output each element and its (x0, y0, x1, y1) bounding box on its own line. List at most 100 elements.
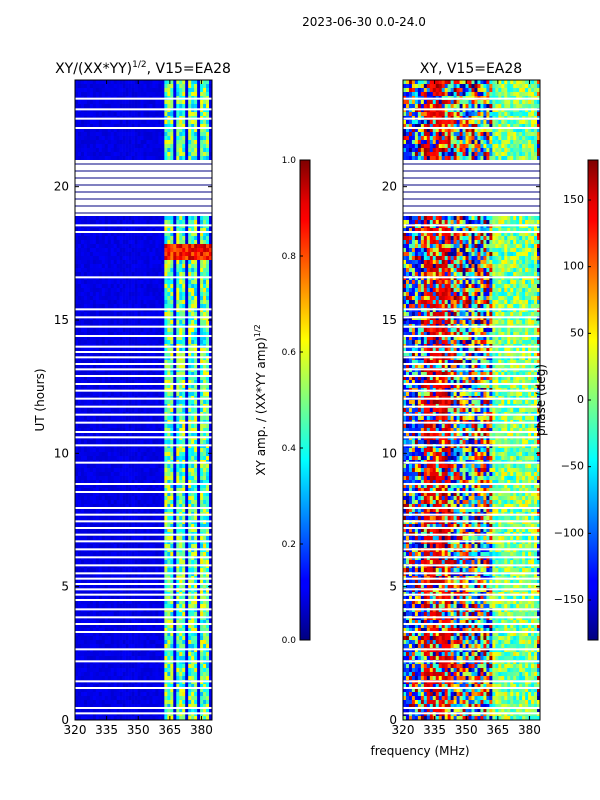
heat-cell (161, 260, 165, 265)
heat-cell (131, 428, 135, 433)
heat-cell (170, 468, 174, 473)
heat-cell (80, 132, 85, 137)
heat-cell (176, 296, 180, 301)
heat-cell (140, 408, 144, 413)
heat-cell (188, 340, 192, 345)
heat-cell (75, 428, 79, 433)
heat-cell (131, 296, 135, 301)
heat-cell (110, 416, 115, 421)
heat-cell (203, 100, 207, 105)
heat-cell (194, 252, 198, 257)
heat-cell (200, 320, 204, 325)
heat-cell (173, 508, 177, 513)
heat-cell (92, 480, 97, 485)
heat-cell (194, 400, 198, 405)
heat-cell (185, 348, 189, 353)
heat-cell (75, 320, 79, 325)
heat-cell (194, 456, 198, 461)
heat-cell (89, 280, 94, 285)
heat-cell (92, 256, 97, 261)
heat-cell (86, 296, 91, 301)
heat-cell (185, 120, 189, 125)
heat-cell (137, 468, 141, 473)
heat-cell (164, 236, 168, 241)
heat-cell (146, 348, 150, 353)
heat-cell (131, 496, 135, 501)
heat-cell (75, 476, 79, 481)
heat-cell (83, 264, 88, 269)
heat-cell (146, 128, 150, 133)
heat-cell (86, 100, 91, 105)
heat-cell (134, 376, 138, 381)
heat-cell (143, 148, 147, 153)
heat-cell (122, 136, 126, 141)
heat-cell (113, 288, 117, 293)
heat-cell (119, 88, 123, 93)
heat-cell (203, 148, 207, 153)
heat-cell (110, 232, 115, 237)
heat-cell (188, 272, 192, 277)
heat-cell (107, 300, 112, 305)
heat-cell (110, 80, 115, 85)
heat-cell (125, 484, 129, 489)
heat-cell (203, 424, 207, 429)
heat-cell (113, 128, 117, 133)
heat-cell (104, 264, 109, 269)
heat-cell (107, 472, 112, 477)
heat-cell (134, 464, 138, 469)
heat-cell (119, 156, 123, 161)
heat-cell (155, 428, 159, 433)
heat-cell (86, 216, 91, 221)
heat-cell (83, 476, 88, 481)
heat-cell (80, 220, 85, 225)
heat-cell (128, 232, 132, 237)
heat-cell (200, 488, 204, 493)
heat-cell (95, 256, 100, 261)
heat-cell (182, 452, 186, 457)
heat-cell (191, 260, 195, 265)
heat-cell (122, 120, 126, 125)
heat-cell (83, 228, 88, 233)
heat-cell (197, 456, 201, 461)
heat-cell (89, 428, 94, 433)
heat-cell (152, 84, 156, 89)
heat-cell (143, 352, 147, 357)
heat-cell (167, 284, 171, 289)
heat-cell (116, 464, 120, 469)
heat-cell (182, 268, 186, 273)
panel1-title-exp: 1/2 (132, 60, 146, 70)
heat-cell (182, 432, 186, 437)
heat-cell (209, 104, 212, 109)
heat-cell (197, 128, 201, 133)
heat-cell (113, 80, 117, 85)
heat-cell (161, 372, 165, 377)
heat-cell (92, 424, 97, 429)
heat-cell (95, 296, 100, 301)
heat-cell (176, 336, 180, 341)
heat-cell (125, 488, 129, 493)
heat-cell (164, 144, 168, 149)
heat-cell (75, 252, 79, 257)
heat-cell (128, 80, 132, 85)
heat-cell (101, 332, 106, 337)
heat-cell (149, 236, 153, 241)
heat-cell (113, 500, 117, 505)
heat-cell (83, 380, 88, 385)
heat-cell (131, 248, 135, 253)
heat-cell (155, 360, 159, 365)
heat-cell (95, 272, 100, 277)
heat-cell (191, 240, 195, 245)
heat-cell (167, 372, 171, 377)
heat-cell (152, 372, 156, 377)
heat-cell (140, 148, 144, 153)
heat-cell (194, 416, 198, 421)
heat-cell (197, 272, 201, 277)
heat-cell (188, 104, 192, 109)
heat-cell (206, 296, 210, 301)
heat-cell (104, 220, 109, 225)
heat-cell (98, 220, 103, 225)
heat-cell (158, 408, 162, 413)
heat-cell (176, 84, 180, 89)
heat-cell (125, 148, 129, 153)
heat-cell (149, 112, 153, 117)
